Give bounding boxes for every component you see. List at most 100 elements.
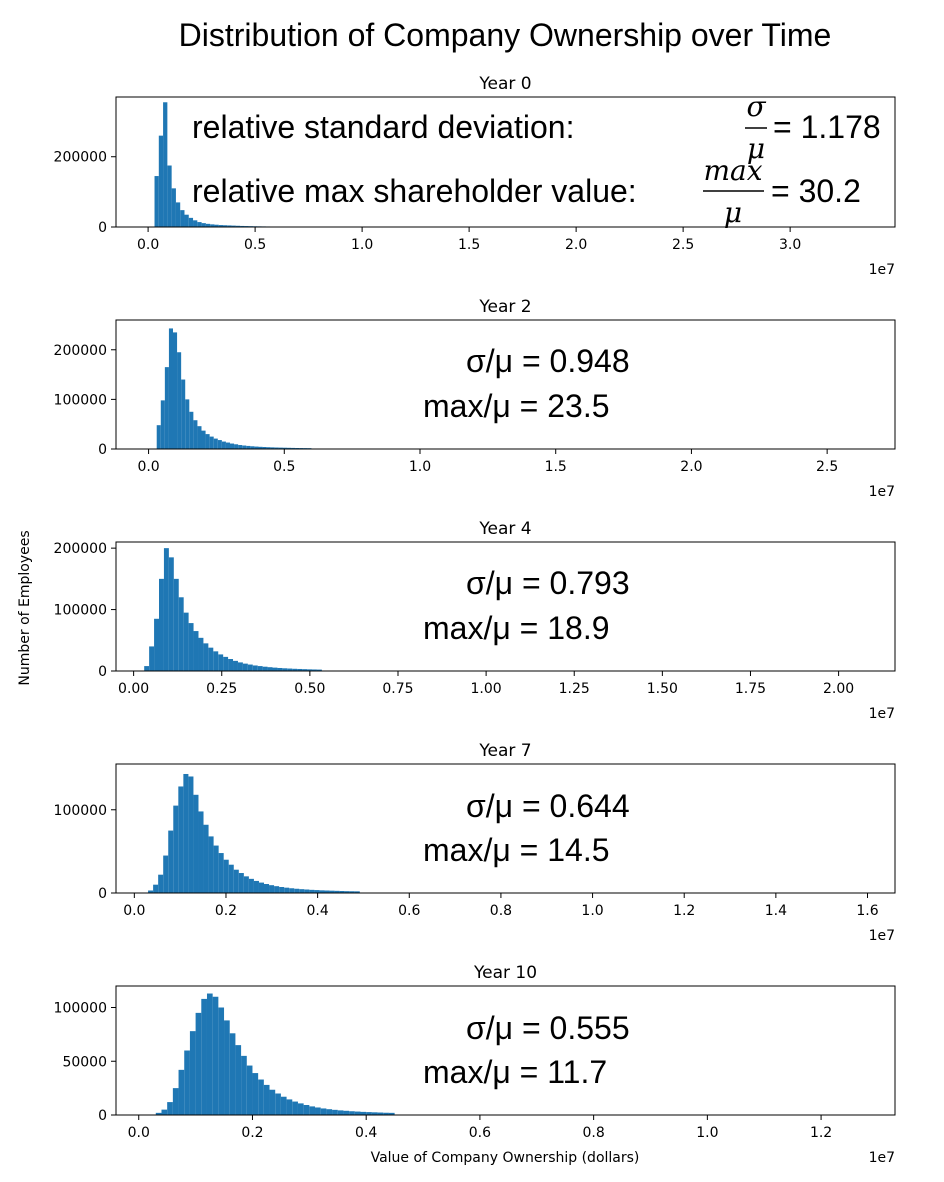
histogram-bar (254, 446, 259, 449)
histogram-bar (227, 225, 232, 227)
histogram-bar (184, 1050, 190, 1115)
histogram-bar (183, 612, 189, 671)
histogram-bar (354, 891, 360, 893)
histogram-bar (163, 548, 169, 671)
histogram-bar (282, 668, 288, 671)
y-tick-label: 200000 (54, 343, 107, 359)
histogram-bar (197, 426, 202, 449)
histogram-bar (223, 656, 229, 671)
y-tick-label: 200000 (54, 150, 107, 166)
histogram-bar (163, 102, 168, 227)
histogram-bar (171, 188, 176, 227)
panel-year-4: Year 4 0.00 0.25 0.50 0.75 1.00 1.25 1.50 1.75 2.… (54, 519, 896, 722)
x-tick-label: 0.4 (355, 1125, 377, 1141)
histogram-bar (383, 1112, 389, 1115)
histogram-bar (175, 202, 181, 227)
x-tick-label: 1.0 (351, 237, 373, 253)
histogram-bar (198, 637, 204, 671)
histogram-bar (332, 1109, 338, 1115)
histogram-bar (213, 845, 219, 893)
x-tick-label: 0.50 (294, 681, 325, 697)
histogram-bar (193, 794, 199, 893)
histogram-bar (228, 659, 234, 671)
rsd-text: σ/μ = 0.793 (466, 565, 630, 601)
y-tick-label: 100000 (54, 392, 107, 408)
histogram-bar (235, 1045, 242, 1115)
histogram-bar (262, 666, 268, 671)
rsd-text: σ/μ = 0.555 (466, 1010, 630, 1046)
histogram-bar (189, 1031, 196, 1115)
histogram-bar (274, 447, 279, 449)
histogram-bar (237, 662, 243, 671)
y-tick-label: 0 (98, 886, 107, 902)
histogram-bar (205, 434, 210, 449)
histogram-bar (264, 884, 270, 893)
histogram-bar (208, 647, 214, 671)
histogram-bar (280, 1096, 287, 1115)
histogram-bar (319, 890, 325, 893)
histogram-bar (188, 776, 194, 893)
histogram-bar (247, 664, 253, 671)
x-tick-label: 0.00 (118, 681, 149, 697)
histogram-bar (287, 447, 292, 449)
x-axis-label: Value of Company Ownership (dollars) (371, 1150, 640, 1166)
y-tick-label: 100000 (54, 1001, 107, 1017)
histogram-bar (284, 887, 290, 893)
histogram-bar (164, 367, 169, 449)
x-tick-label: 0.2 (241, 1125, 263, 1141)
histogram-bar (311, 669, 317, 671)
histogram-bar (168, 557, 174, 671)
histogram-bar (193, 220, 198, 227)
x-tick-label: 0.0 (128, 1125, 150, 1141)
histogram-bar (178, 786, 184, 893)
histogram-bar (269, 885, 275, 893)
histogram-bar (309, 889, 315, 893)
max-symbol: max (703, 154, 762, 187)
histogram-bar (278, 447, 283, 449)
histogram-bar (262, 447, 267, 449)
histogram-panels: Year 00.0 0.5 1.0 1.5 2.0 2.5 3.002000001e7Yea… (54, 74, 896, 1166)
histogram-bar (224, 1020, 230, 1115)
max-text: max/μ = 11.7 (423, 1054, 607, 1090)
histogram-bar (315, 1107, 321, 1115)
histogram-bar (149, 646, 155, 671)
axes-frame (115, 96, 896, 228)
histogram-bar (349, 1111, 355, 1115)
histogram-bar (282, 447, 287, 449)
histogram-bar (297, 668, 303, 671)
histogram-bar (234, 444, 239, 449)
histogram-bar (173, 578, 179, 671)
max-text: max/μ = 14.5 (423, 832, 610, 868)
rsd-text: σ/μ = 0.644 (466, 788, 630, 824)
histogram-bar (185, 399, 190, 449)
year0-annotation: relative standard deviation: relative ma… (192, 90, 881, 229)
histogram-bar (189, 411, 194, 449)
histogram-bar (253, 880, 259, 893)
histogram-bar (266, 447, 271, 449)
sigma-symbol: σ (746, 90, 766, 123)
histogram-bar (201, 223, 206, 227)
histogram-bar (269, 1089, 276, 1115)
histogram-bar (366, 1112, 372, 1115)
histogram-bar (218, 1007, 225, 1115)
histogram-bar (258, 1079, 264, 1115)
axes-frame (115, 319, 896, 450)
x-tick-label: 2.0 (680, 459, 702, 475)
histogram-bar (302, 669, 308, 671)
histogram-bar (198, 811, 204, 893)
y-tick-label: 50000 (62, 1054, 107, 1070)
histogram-bar (230, 443, 235, 449)
x-tick-label: 0.8 (490, 903, 512, 919)
x-tick-label: 1.6 (856, 903, 878, 919)
panel-year-10: Year 10 0.0 0.2 0.4 0.6 0.8 1.0 1.2 0 50000 100000… (54, 963, 896, 1166)
histogram-bar (252, 665, 258, 671)
histogram-bar (217, 440, 222, 449)
histogram-bar (195, 1012, 202, 1115)
histogram-bar (193, 420, 198, 449)
histogram-bar (201, 998, 207, 1115)
histogram-bar (188, 623, 194, 671)
x-tick-label: 0.8 (583, 1125, 605, 1141)
x-offset-text: 1e7 (869, 706, 895, 722)
histogram-bar (233, 869, 239, 893)
